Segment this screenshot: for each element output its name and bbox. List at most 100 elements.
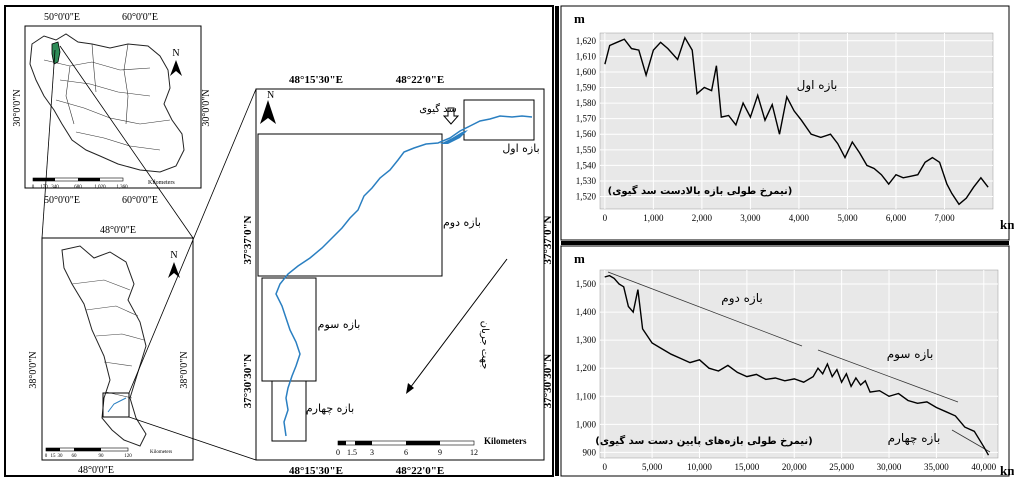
province-scale-bar: 0 15 30 60 90 120 Kilometers [45,447,172,459]
iran-north-arrow-icon: N [170,48,182,76]
x-tick-label: 1,000 [643,213,664,223]
chart-downstream: 900 1,000 1,100 1,200 1,300 1,400 1,500 0 5,000… [560,245,1014,478]
study-province-highlight [51,41,61,65]
chart-downstream-annotation-3: بازه چهارم [888,431,941,446]
reach-label-1: بازه اول [502,142,539,155]
y-tick-label: 1,200 [576,363,597,373]
iran-scale-tick-4: 1,020 [94,185,106,190]
iran-scale-tick-1: 170 [40,185,48,190]
study-area-box [102,392,130,418]
y-tick-label: 1,000 [576,419,597,429]
province-left-coord: 38°0'0"N [28,351,39,388]
x-tick-label: 3,000 [740,213,761,223]
y-tick-label: 1,400 [576,307,597,317]
chart-upstream-y-ticks: 1,520 1,530 1,540 1,550 1,560 1,570 1,580 1,590… [576,36,597,202]
x-tick-label: 20,000 [782,462,807,472]
iran-right-coord: 30°0'0"N [201,89,212,126]
iran-left-coord: 30°0'0"N [12,89,23,126]
chart-downstream-ylabel: m [574,251,585,266]
main-left-coord-1: 37°37'0"N [242,215,254,264]
iran-scale-tick-5: 1,360 [116,185,128,190]
main-scale-unit: Kilometers [484,436,527,446]
main-right-coord-1: 37°37'0"N [542,215,554,264]
y-tick-label: 1,570 [576,114,597,124]
x-tick-label: 10,000 [687,462,712,472]
map-panel: 50°0'0"E 60°0'0"E 50°0'0"E 60°0'0"E 30°0… [4,5,554,477]
y-tick-label: 1,540 [576,160,597,170]
iran-bottom-coord-2: 60°0'0"E [122,195,158,206]
province-scale-tick-4: 90 [99,454,105,459]
chart-downstream-y-ticks: 900 1,000 1,100 1,200 1,300 1,400 1,500 [576,279,597,457]
reach-label-2: بازه دوم [443,216,481,229]
x-tick-label: 5,000 [837,213,858,223]
province-right-coord: 38°0'0"N [179,351,190,388]
y-tick-label: 1,500 [576,279,597,289]
y-tick-label: 1,530 [576,176,597,186]
chart-downstream-annotation-1: بازه دوم [721,291,762,306]
x-tick-label: 25,000 [829,462,854,472]
y-tick-label: 1,100 [576,391,597,401]
main-scale-tick-5: 12 [470,448,478,457]
reach-box-4 [271,380,307,442]
chart-divider [561,241,1009,245]
chart-upstream: 1,520 1,530 1,540 1,550 1,560 1,570 1,580 1,590… [560,5,1014,241]
x-tick-label: 7,000 [934,213,955,223]
y-tick-label: 1,580 [576,98,597,108]
chart-downstream-xlabel: km [1000,463,1014,478]
y-tick-label: 1,520 [576,192,597,202]
y-tick-label: 1,620 [576,36,597,46]
chart-downstream-plot-area [599,269,999,459]
trend-line-reach-4 [951,429,991,453]
chart-upstream-gridlines [600,33,993,209]
y-tick-label: 1,590 [576,83,597,93]
dam-label: سد گیوی [419,103,457,115]
main-right-coord-2: 37°30'30"N [542,354,554,409]
province-scale-tick-0: 0 [45,454,48,459]
flow-label: جهت جریان [479,321,490,370]
x-tick-label: 35,000 [924,462,949,472]
iran-scale-unit: Kilometers [148,180,175,186]
chart-upstream-annotation: بازه اول [797,78,838,93]
main-bottom-coord-1: 48°15'30"E [289,465,343,477]
chart-upstream-series-line [604,36,989,206]
x-tick-label: 6,000 [886,213,907,223]
iran-scale-tick-2: 340 [51,185,59,190]
chart-downstream-series-line [604,274,990,456]
province-scale-tick-5: 120 [124,454,132,459]
study-area-river [107,397,127,413]
river-line [275,115,533,437]
iran-bottom-coord-1: 50°0'0"E [44,195,80,206]
x-tick-label: 15,000 [735,462,760,472]
iran-north-label: N [172,48,179,59]
province-scale-tick-1: 15 [51,454,57,459]
reach-label-3: بازه سوم [318,318,361,331]
main-scale-bar: 0 1.5 3 6 9 12 Kilometers [336,436,527,457]
main-map: 48°15'30"E 48°22'0"E 48°15'30"E 48°22'0"… [242,74,554,477]
province-north-arrow-icon: N [168,250,180,278]
dam-arrow-icon [442,107,460,125]
chart-upstream-title: (نیمرخ طولی بازه بالادست سد گیوی) [608,184,793,197]
reach-box-1 [463,99,535,141]
trend-line-reach-2 [607,271,803,347]
iran-inset: 50°0'0"E 60°0'0"E 50°0'0"E 60°0'0"E 30°0… [12,12,212,206]
main-scale-tick-4: 9 [438,448,442,457]
y-tick-label: 1,560 [576,129,597,139]
chart-upstream-x-ticks: 0 1,000 2,000 3,000 4,000 5,000 6,000 7,000 [603,213,956,223]
chart-downstream-x-ticks: 0 5,000 10,000 15,000 20,000 25,000 30,000 35,0… [602,462,996,472]
main-left-coord-2: 37°30'30"N [242,354,254,409]
chart-downstream-annotation-2: بازه سوم [887,347,934,362]
chart-upstream-plot-area [599,32,994,210]
iran-top-coord-2: 60°0'0"E [122,12,158,23]
x-tick-label: 5,000 [642,462,663,472]
y-tick-label: 1,600 [576,67,597,77]
main-scale-tick-1: 1.5 [347,448,357,457]
reach-box-2 [257,133,443,277]
x-tick-label: 2,000 [692,213,713,223]
iran-scale-tick-3: 680 [74,185,82,190]
main-north-label: N [267,90,274,101]
y-tick-label: 1,550 [576,145,597,155]
province-scale-tick-3: 60 [72,454,78,459]
province-counties [71,279,145,399]
province-scale-unit: Kilometers [150,450,172,455]
